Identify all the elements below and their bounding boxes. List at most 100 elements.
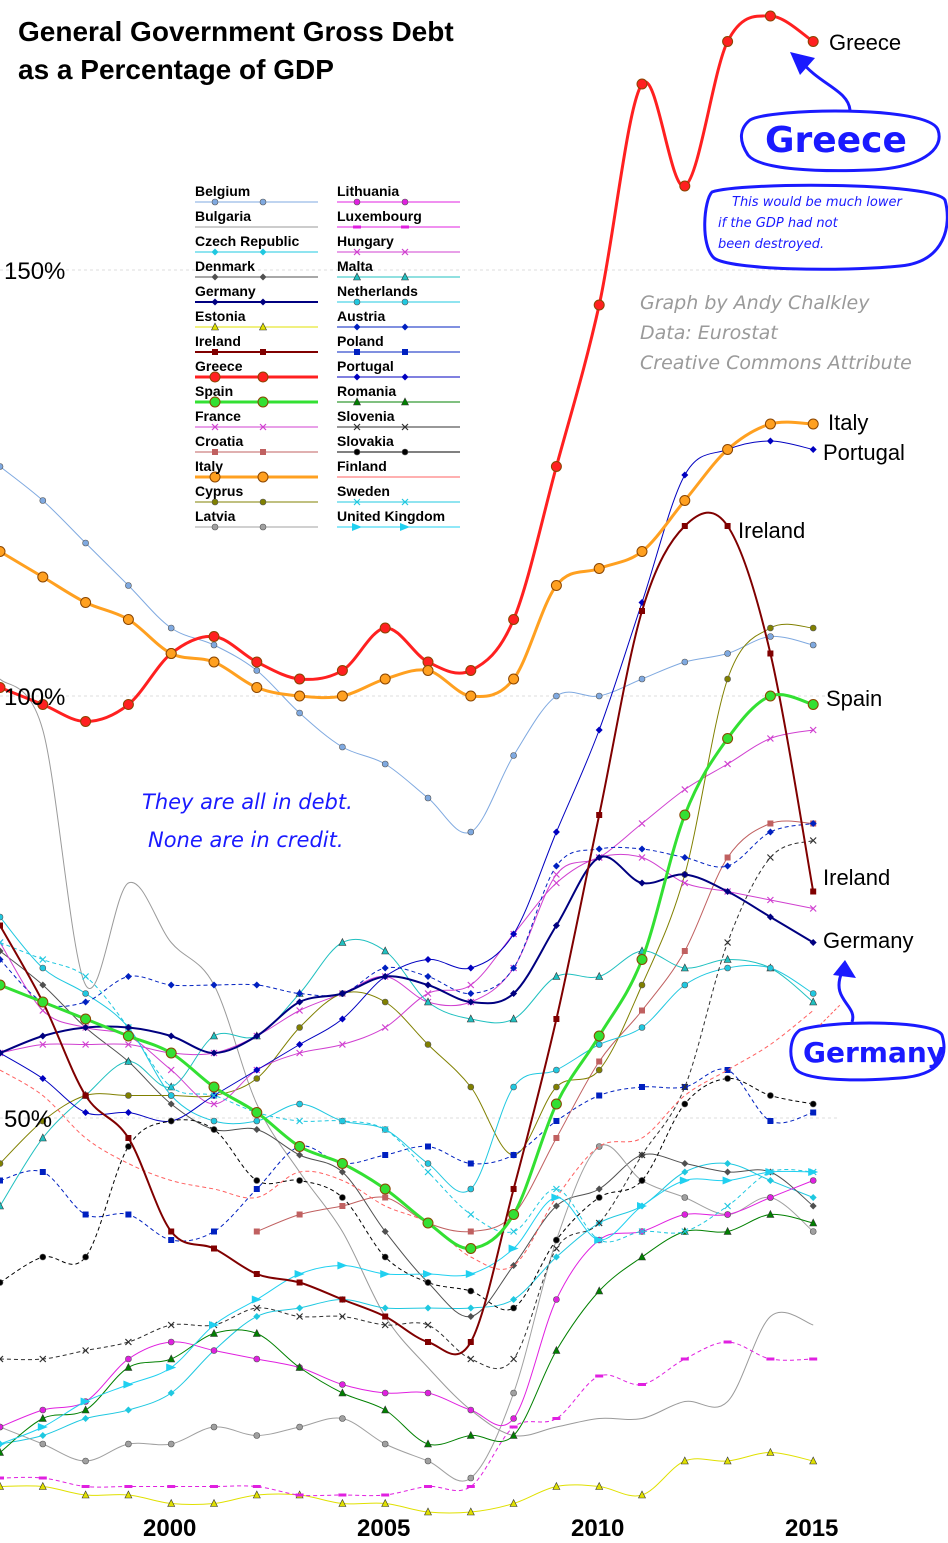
series-ireland [0, 511, 817, 1356]
data-point-estonia-13 [552, 1481, 561, 1490]
data-point-slovenia-10 [424, 1321, 432, 1329]
data-point-belgium-2 [82, 539, 89, 547]
x-tick-2005: 2005 [357, 1515, 411, 1542]
data-point-lithuania-3 [125, 1355, 132, 1363]
data-point-hungary-18 [766, 896, 774, 904]
legend-label-slovakia: Slovakia [337, 433, 394, 449]
data-point-cyprus-6 [253, 1075, 261, 1082]
data-point-romania-0 [0, 1447, 4, 1456]
data-point-czech-republic-11 [467, 1304, 475, 1312]
data-point-belgium-11 [467, 828, 475, 836]
data-point-ireland-10 [425, 1339, 431, 1345]
legend-label-belgium: Belgium [195, 183, 251, 199]
data-point-ireland-19 [810, 888, 817, 895]
data-point-legend-belgium-1 [259, 198, 267, 206]
data-point-spain-0 [0, 979, 6, 991]
data-point-legend-cyprus-0 [211, 498, 219, 506]
data-point-estonia-16 [680, 1456, 689, 1465]
data-point-malta-5 [210, 1031, 218, 1040]
data-point-united-kingdom-13 [551, 1193, 562, 1202]
data-point-legend-estonia-1 [259, 322, 267, 331]
data-point-legend-latvia-0 [211, 523, 219, 531]
data-point-slovakia-5 [210, 1126, 218, 1133]
data-point-portugal-13 [552, 828, 560, 836]
data-point-legend-france-1 [259, 423, 267, 431]
data-point-legend-poland-1 [402, 349, 408, 355]
data-point-estonia-0 [0, 1481, 4, 1490]
data-point-legend-germany-1 [259, 298, 267, 306]
data-point-austria-15 [638, 845, 646, 853]
data-point-slovakia-3 [125, 1143, 132, 1150]
data-point-sweden-2 [82, 973, 90, 980]
data-point-legend-luxembourg-1 [401, 225, 409, 229]
data-point-czech-republic-1 [39, 1432, 47, 1439]
data-point-latvia-6 [253, 1432, 261, 1439]
data-point-lithuania-10 [424, 1389, 432, 1397]
data-point-malta-8 [338, 937, 347, 946]
data-point-poland-3 [125, 1211, 132, 1218]
data-point-spain-9 [379, 1183, 391, 1195]
data-point-spain-10 [422, 1217, 434, 1229]
data-point-estonia-5 [210, 1498, 218, 1507]
data-point-malta-13 [552, 971, 561, 980]
data-point-germany-14 [595, 854, 603, 861]
data-point-denmark-17 [724, 1168, 732, 1176]
data-point-portugal-1 [39, 1075, 47, 1082]
data-point-portugal-11 [467, 964, 475, 972]
end-label-greece: Greece [829, 30, 902, 55]
data-point-netherlands-17 [724, 964, 731, 972]
data-point-denmark-1 [39, 981, 47, 989]
data-point-ireland-2 [82, 1092, 89, 1099]
data-point-sweden-4 [167, 1083, 175, 1091]
series-line-belgium [0, 466, 814, 834]
data-point-ireland-12 [510, 1186, 517, 1192]
data-point-romania-3 [124, 1362, 133, 1371]
series-line-denmark [0, 950, 814, 1318]
data-point-spain-13 [550, 1098, 562, 1110]
data-point-luxembourg-1 [38, 1476, 47, 1480]
data-point-romania-12 [509, 1430, 518, 1439]
data-point-slovakia-14 [595, 1194, 603, 1201]
data-point-romania-1 [38, 1413, 47, 1422]
data-point-germany-13 [552, 922, 560, 929]
data-point-austria-4 [167, 981, 175, 989]
data-point-united-kingdom-7 [294, 1270, 305, 1278]
data-point-slovakia-8 [339, 1194, 346, 1201]
data-point-united-kingdom-15 [637, 1202, 647, 1210]
data-point-slovenia-16 [681, 1083, 689, 1091]
series-greece [0, 10, 819, 727]
data-point-legend-malta-1 [401, 272, 409, 281]
data-point-lithuania-8 [339, 1381, 346, 1388]
data-point-germany-3 [124, 1024, 132, 1031]
data-point-spain-19 [807, 699, 819, 710]
data-point-legend-slovenia-0 [353, 423, 361, 431]
germany-callout-title: Germany [803, 1036, 946, 1069]
data-point-germany-6 [253, 1032, 261, 1040]
data-point-denmark-19 [809, 1202, 817, 1210]
data-point-romania-7 [295, 1362, 304, 1371]
data-point-austria-12 [510, 964, 518, 972]
data-point-czech-republic-13 [552, 1253, 560, 1261]
data-point-sweden-1 [39, 956, 47, 963]
data-point-slovakia-0 [0, 1279, 4, 1286]
series-line-ireland [0, 511, 815, 1356]
data-point-legend-belgium-0 [211, 198, 219, 206]
data-point-luxembourg-8 [338, 1493, 347, 1497]
data-point-belgium-15 [638, 675, 646, 683]
data-point-poland-11 [467, 1160, 474, 1167]
data-point-legend-greece-0 [209, 371, 221, 383]
series-latvia [0, 1143, 817, 1482]
data-point-netherlands-10 [424, 1160, 432, 1167]
data-point-poland-4 [168, 1237, 175, 1243]
data-point-belgium-19 [809, 641, 817, 649]
legend-label-italy: Italy [195, 458, 224, 474]
y-tick-150: 150% [4, 258, 66, 285]
data-point-luxembourg-2 [81, 1485, 90, 1488]
data-point-sweden-12 [510, 1228, 518, 1235]
data-point-belgium-9 [381, 760, 389, 768]
greece-note-line2: if the GDP had not [718, 216, 838, 231]
data-point-hungary-13 [552, 879, 560, 887]
data-point-cyprus-3 [125, 1092, 132, 1099]
data-point-hungary-16 [681, 879, 689, 887]
data-point-luxembourg-0 [0, 1476, 4, 1480]
